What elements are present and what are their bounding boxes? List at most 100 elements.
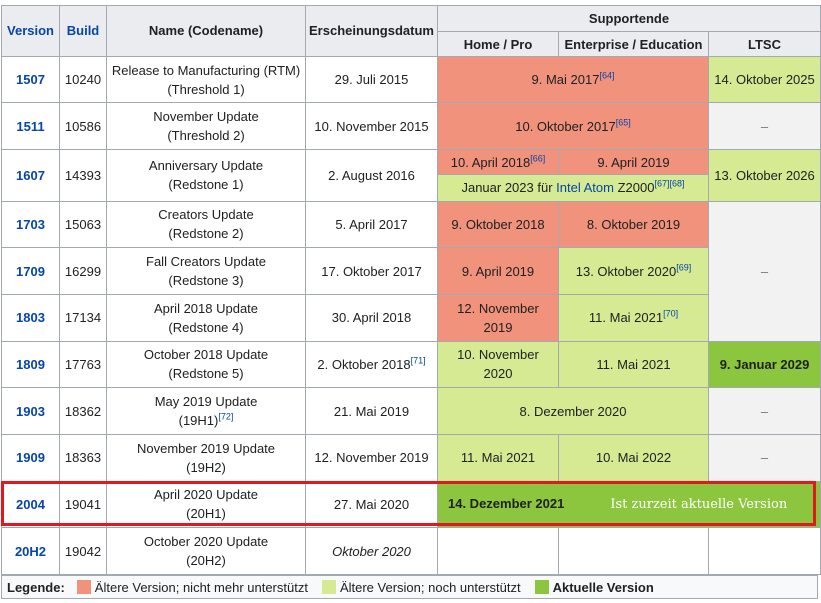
name-cell: April 2020 Update (20H1)	[106, 480, 306, 529]
build-cell: 19042	[59, 527, 107, 575]
table-row-current: 2004 19041 April 2020 Update (20H1) 27. M…	[1, 480, 821, 529]
build-cell: 17134	[59, 293, 107, 342]
header-date: Erscheinungsdatum	[305, 5, 438, 57]
reference-link[interactable]: [72]	[218, 411, 234, 422]
name-cell: October 2018 Update (Redstone 5)	[106, 340, 306, 389]
reference-link[interactable]: [64]	[599, 70, 615, 81]
date-cell: Oktober 2020	[305, 527, 438, 575]
version-link[interactable]: 1909	[1, 433, 60, 482]
table-row: 1709 16299 Fall Creators Update (Redstone…	[1, 247, 821, 295]
version-link[interactable]: 1809	[1, 340, 60, 389]
supported-swatch	[321, 580, 336, 594]
build-cell: 17763	[59, 340, 107, 389]
table-row: 1803 17134 April 2018 Update (Redstone 4)…	[1, 293, 821, 342]
support-end-cell: 10. Oktober 2017[65]	[437, 102, 709, 150]
legend-item-supported: Ältere Version; noch unterstützt	[321, 580, 521, 595]
legend: Legende: Ältere Version; nicht mehr unte…	[1, 575, 818, 599]
header-support: Supportende	[436, 4, 821, 33]
enterprise-cell: 13. Oktober 2020[69]	[558, 247, 709, 295]
date-cell: 30. April 2018	[305, 293, 438, 342]
enterprise-cell: 11. Mai 2021[70]	[558, 293, 709, 342]
name-cell: May 2019 Update (19H1)[72]	[106, 387, 306, 435]
table-row: 20H2 19042 October 2020 Update (20H2) Okt…	[1, 527, 821, 575]
version-link[interactable]: 1507	[1, 55, 60, 104]
table-row: 1903 18362 May 2019 Update (19H1)[72] 21.…	[1, 387, 821, 435]
name-cell: April 2018 Update (Redstone 4)	[106, 293, 306, 342]
build-cell: 16299	[59, 247, 107, 295]
old-swatch	[76, 580, 91, 594]
reference-link[interactable]: [66]	[530, 153, 546, 164]
build-cell: 10586	[59, 102, 107, 150]
version-link[interactable]: 2004	[1, 480, 60, 529]
version-link[interactable]: 1803	[1, 293, 60, 342]
version-link[interactable]: 1709	[1, 247, 60, 295]
build-cell: 10240	[59, 55, 107, 104]
enterprise-cell: 8. Oktober 2019	[558, 200, 709, 249]
date-cell: 10. November 2015	[305, 102, 438, 150]
name-cell: October 2020 Update (20H2)	[106, 527, 306, 575]
date-cell: 5. April 2017	[305, 200, 438, 249]
date-cell: 27. Mai 2020	[305, 480, 438, 529]
header-home: Home / Pro	[437, 31, 559, 57]
home-cell: 10. November 2020	[437, 340, 559, 389]
header-ltsc: LTSC	[707, 31, 821, 57]
current-version-note: Ist zurzeit aktuelle Version	[610, 497, 788, 513]
build-cell: 15063	[59, 200, 107, 249]
home-cell: 12. November 2019	[437, 293, 559, 342]
reference-link[interactable]: [70]	[663, 308, 679, 319]
home-cell	[437, 527, 559, 575]
name-cell: Anniversary Update (Redstone 1)	[106, 148, 306, 202]
ltsc-cell: –	[707, 433, 821, 482]
legend-title: Legende:	[7, 579, 65, 595]
version-link[interactable]: 1703	[1, 200, 60, 249]
table-row: 1607 14393 Anniversary Update (Redstone 1…	[1, 148, 821, 202]
build-cell: 19041	[59, 480, 107, 529]
date-cell: 21. Mai 2019	[305, 387, 438, 435]
reference-link[interactable]: [69]	[676, 262, 692, 273]
header-version[interactable]: Version	[1, 5, 60, 57]
legend-item-current: Aktuelle Version	[534, 580, 654, 595]
date-cell: 17. Oktober 2017	[305, 247, 438, 295]
reference-link[interactable]: [65]	[615, 117, 631, 128]
ltsc-cell	[707, 527, 821, 575]
current-swatch	[534, 580, 549, 594]
ltsc-cell: 13. Oktober 2026	[707, 148, 821, 202]
windows-versions-table: Version Build Name (Codename) Erscheinun…	[1, 4, 821, 575]
name-cell: Fall Creators Update (Redstone 3)	[106, 247, 306, 295]
name-cell: Creators Update (Redstone 2)	[106, 200, 306, 249]
date-cell: 29. Juli 2015	[305, 55, 438, 104]
intel-atom-link[interactable]: Intel Atom	[556, 180, 614, 196]
table-row: 1703 15063 Creators Update (Redstone 2) 5…	[1, 200, 821, 342]
version-link[interactable]: 1511	[1, 102, 60, 150]
name-cell: Release to Manufacturing (RTM) (Threshold…	[106, 55, 306, 104]
enterprise-cell: 10. Mai 2022	[558, 433, 709, 482]
version-link[interactable]: 1607	[1, 148, 60, 202]
enterprise-cell: 11. Mai 2021	[558, 340, 709, 389]
table-row: 1809 17763 October 2018 Update (Redstone …	[1, 340, 821, 389]
date-cell: 2. Oktober 2018[71]	[305, 340, 438, 389]
build-cell: 18362	[59, 387, 107, 435]
table-row: 1511 10586 November Update (Threshold 2) …	[1, 102, 821, 150]
ltsc-cell: 14. Oktober 2025	[707, 55, 821, 104]
table-row: 1507 10240 Release to Manufacturing (RTM…	[1, 55, 821, 104]
home-cell: 9. April 2019	[437, 247, 559, 295]
home-cell: 10. April 2018[66]	[437, 148, 559, 176]
support-end-cell: 14. Dezember 2021 Ist zurzeit aktuelle Ve…	[436, 480, 821, 529]
build-cell: 14393	[59, 148, 107, 202]
support-end-cell: 9. Mai 2017[64]	[437, 55, 709, 104]
date-cell: 2. August 2016	[305, 148, 438, 202]
table-row: Januar 2023 für Intel Atom Z2000[67][68]	[2, 174, 821, 202]
reference-link[interactable]: [71]	[410, 355, 426, 366]
header-build[interactable]: Build	[59, 5, 107, 57]
enterprise-cell	[558, 527, 709, 575]
home-cell: 11. Mai 2021	[437, 433, 559, 482]
ltsc-cell: –	[707, 102, 821, 150]
reference-link[interactable]: [67][68]	[654, 179, 685, 190]
version-link[interactable]: 20H2	[1, 527, 60, 575]
build-cell: 18363	[59, 433, 107, 482]
header-name: Name (Codename)	[106, 5, 306, 57]
home-cell: 9. Oktober 2018	[437, 200, 559, 249]
name-cell: November Update (Threshold 2)	[106, 102, 306, 150]
legend-item-old: Ältere Version; nicht mehr unterstützt	[76, 580, 308, 595]
version-link[interactable]: 1903	[1, 387, 60, 435]
